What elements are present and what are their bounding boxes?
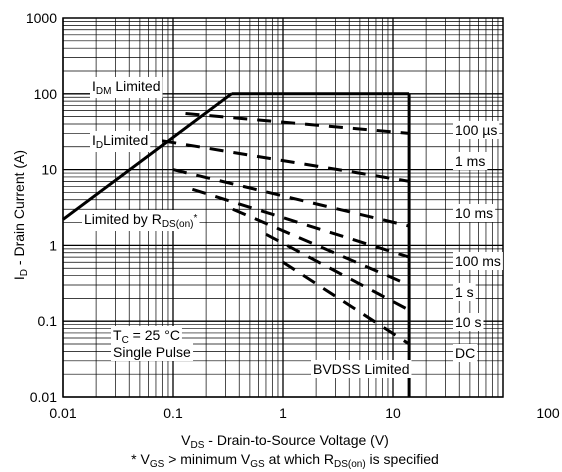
series-label-bg [453, 152, 488, 170]
series-label-bg [453, 283, 476, 301]
series-label-bg [453, 313, 484, 331]
series-label-bg [453, 252, 503, 270]
series-line [185, 112, 410, 135]
series-label-bg [453, 204, 496, 222]
limit-line-rdson [62, 92, 233, 221]
annotation-bvdss-limited-bg [311, 360, 412, 378]
annotation-idm-limited: IDM Limited [92, 78, 160, 97]
annotations: IDM Limited IDLimited Limited by RDS(on)* T… [82, 77, 503, 378]
footnote: * VGS > minimum VGS at which RDS(on) is … [131, 451, 439, 470]
annotation-tc: TC = 25 °C [113, 327, 180, 346]
annotation-rdson-limited: Limited by RDS(on)* [84, 211, 198, 230]
plot-frame [62, 17, 504, 398]
y-axis-label: ID - Drain Current (A) [11, 150, 30, 280]
limit-lines [62, 92, 411, 397]
y-tick-labels: 0.01 0.1 1 10 100 1000 [26, 10, 57, 405]
series-label: 1 s [455, 284, 474, 300]
x-tick-label: 10 [385, 405, 401, 421]
series-label: DC [455, 345, 475, 361]
series-line [172, 168, 410, 228]
series-line [232, 207, 410, 287]
series-line [191, 187, 410, 259]
annotation-idm-limited-bg [90, 77, 163, 98]
series-line [265, 232, 410, 312]
y-tick-label: 0.1 [38, 313, 58, 329]
x-axis-label: VDS - Drain-to-Source Voltage (V) [181, 432, 389, 451]
series-label-bg [453, 121, 500, 139]
series-label: 100 µs [455, 122, 497, 138]
y-tick-label: 10 [41, 162, 57, 178]
annotation-tc-bg [111, 326, 182, 347]
annotation-id-limited-bg [90, 131, 151, 152]
x-tick-labels: 0.01 0.1 1 10 100 [49, 405, 560, 421]
series-line [282, 260, 410, 346]
x-tick-label: 100 [536, 405, 560, 421]
annotation-id-limited: IDLimited [92, 132, 148, 151]
annotation-bvdss-limited: BVDSS Limited [313, 361, 409, 377]
series-label-bg [453, 344, 478, 362]
y-tick-label: 1 [49, 237, 57, 253]
series-label: 10 s [455, 314, 481, 330]
series-label: 10 ms [455, 205, 493, 221]
y-tick-label: 0.01 [30, 389, 57, 405]
x-tick-label: 0.1 [163, 405, 183, 421]
y-tick-label: 100 [34, 86, 58, 102]
series-label: 1 ms [455, 153, 485, 169]
x-tick-label: 0.01 [49, 405, 76, 421]
series-lines [162, 112, 410, 346]
series-line [162, 139, 410, 183]
y-tick-label: 1000 [26, 10, 57, 26]
series-label: 100 ms [455, 253, 501, 269]
annotation-single-pulse-bg [111, 343, 194, 361]
annotation-single-pulse: Single Pulse [113, 344, 191, 360]
annotation-rdson-limited-bg [82, 210, 200, 231]
x-tick-label: 1 [279, 405, 287, 421]
